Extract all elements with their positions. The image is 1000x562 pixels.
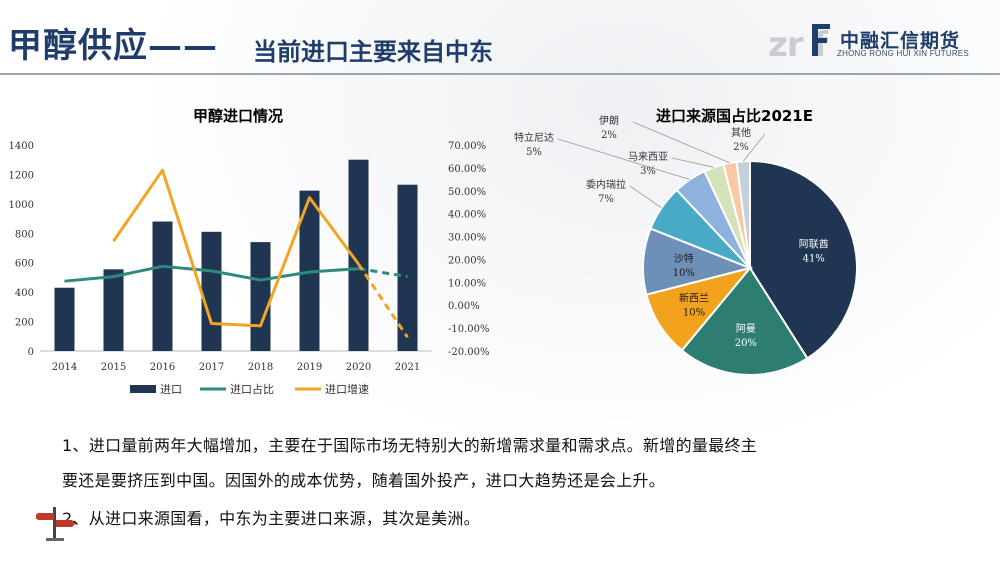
bar-import <box>348 159 369 351</box>
paragraph-1-line-2: 要还是要挤压到中国。因国外的成本优势，随着国外投产，进口大趋势还是会上升。 <box>62 471 666 490</box>
leader-line <box>629 185 662 209</box>
pie-percent: 41% <box>803 253 825 264</box>
pie-label: 新西兰 <box>679 292 709 305</box>
pie-percent: 2% <box>601 130 617 141</box>
legend-label: 进口 <box>160 383 182 396</box>
bar-import <box>397 184 418 351</box>
right-axis-tick-label: 50.00% <box>448 187 486 198</box>
series-line-forecast <box>357 263 409 339</box>
bar-import <box>250 242 271 351</box>
pie-percent: 5% <box>526 147 542 158</box>
bar-import <box>54 287 75 351</box>
right-axis-tick-label: -10.00% <box>448 324 490 335</box>
right-axis-tick-label: 40.00% <box>448 210 486 221</box>
pie-label: 委内瑞拉 <box>586 178 626 191</box>
bar-import <box>103 269 124 351</box>
left-axis-tick-label: 1200 <box>9 170 34 181</box>
pie-slice <box>735 159 751 269</box>
pie-percent: 10% <box>683 308 705 319</box>
right-axis-tick-label: 0.00% <box>448 301 480 312</box>
pie-percent: 3% <box>640 166 656 177</box>
logo-mark-text: zr f <box>768 25 829 65</box>
import-combo-chart: 0 200 400 600 800 1000 1200 1400 -20.00% -10.00% 0… <box>9 141 490 396</box>
pie-slice <box>680 266 809 376</box>
x-axis-tick-label: 2016 <box>150 362 175 373</box>
pie-chart-title: 进口来源国占比2021E <box>656 107 813 125</box>
x-axis-tick-label: 2019 <box>297 362 322 373</box>
pie-label: 特立尼达 <box>514 131 554 144</box>
bar-chart-title: 甲醇进口情况 <box>193 107 284 125</box>
series-line <box>64 264 359 283</box>
x-axis-tick-label: 2018 <box>248 362 273 373</box>
left-axis-tick-label: 0 <box>28 347 34 358</box>
right-axis-tick-label: 30.00% <box>448 233 486 244</box>
pie-label: 阿联酋 <box>799 237 829 250</box>
signpost-icon <box>36 507 76 541</box>
leader-line <box>671 157 714 168</box>
series-line <box>112 168 360 328</box>
left-axis-tick-label: 400 <box>15 288 34 299</box>
legend-label: 进口占比 <box>230 382 274 396</box>
right-axis-tick-label: 70.00% <box>448 141 486 152</box>
title-divider <box>0 73 1000 75</box>
right-axis-tick-label: -20.00% <box>448 347 490 358</box>
legend-swatch <box>130 385 156 393</box>
paragraph-2: 2、从进口来源国看，中东为主要进口来源，其次是美洲。 <box>62 509 480 528</box>
left-axis-tick-label: 800 <box>15 229 34 240</box>
bar-import <box>152 221 173 351</box>
paragraph-1-line-1: 1、进口量前两年大幅增加，主要在于国际市场无特别大的新增需求量和需求点。新增的量… <box>62 436 758 455</box>
leader-line <box>557 138 690 180</box>
logo-chinese-name: 中融汇信期货 <box>840 30 961 52</box>
logo-mark: zr f <box>768 24 830 65</box>
left-axis-tick-label: 200 <box>15 318 34 329</box>
pie-label: 阿曼 <box>736 323 756 335</box>
x-axis-tick-label: 2015 <box>101 362 126 373</box>
logo-english-name: ZHONG RONG HUI XIN FUTURES <box>837 49 969 58</box>
pie-label: 马来西亚 <box>628 151 668 163</box>
slide-subtitle: 当前进口主要来自中东 <box>253 38 493 66</box>
pie-percent: 2% <box>733 142 749 153</box>
x-axis-tick-label: 2020 <box>346 362 371 373</box>
series-line-forecast <box>358 267 408 279</box>
pie-percent: 7% <box>598 194 614 205</box>
pie-percent: 10% <box>673 268 695 279</box>
leader-line <box>742 133 766 162</box>
left-axis-tick-label: 600 <box>15 259 34 270</box>
x-axis-tick-label: 2021 <box>395 362 420 373</box>
leader-line <box>632 121 731 164</box>
right-axis-tick-label: 60.00% <box>448 164 486 175</box>
x-axis-tick-label: 2014 <box>52 362 77 373</box>
bar-import <box>201 231 222 351</box>
legend-label: 进口增速 <box>325 382 369 396</box>
right-axis-tick-label: 20.00% <box>448 255 486 266</box>
left-axis-tick-label: 1000 <box>9 200 34 211</box>
slide-title: 甲醇供应—— <box>8 26 218 66</box>
pie-label: 沙特 <box>674 253 694 265</box>
import-source-pie-chart: 阿联酋 41% 阿曼 20% 新西兰 10% 沙特 10% 委内瑞拉 7% 特立尼达 5% 马来西亚 3%… <box>514 115 858 376</box>
pie-label: 伊朗 <box>599 115 619 127</box>
pie-label: 其他 <box>731 126 751 139</box>
pie-percent: 20% <box>735 338 757 349</box>
left-axis-tick-label: 1400 <box>9 141 34 152</box>
right-axis-tick-label: 10.00% <box>448 278 486 289</box>
x-axis-tick-label: 2017 <box>199 362 224 373</box>
